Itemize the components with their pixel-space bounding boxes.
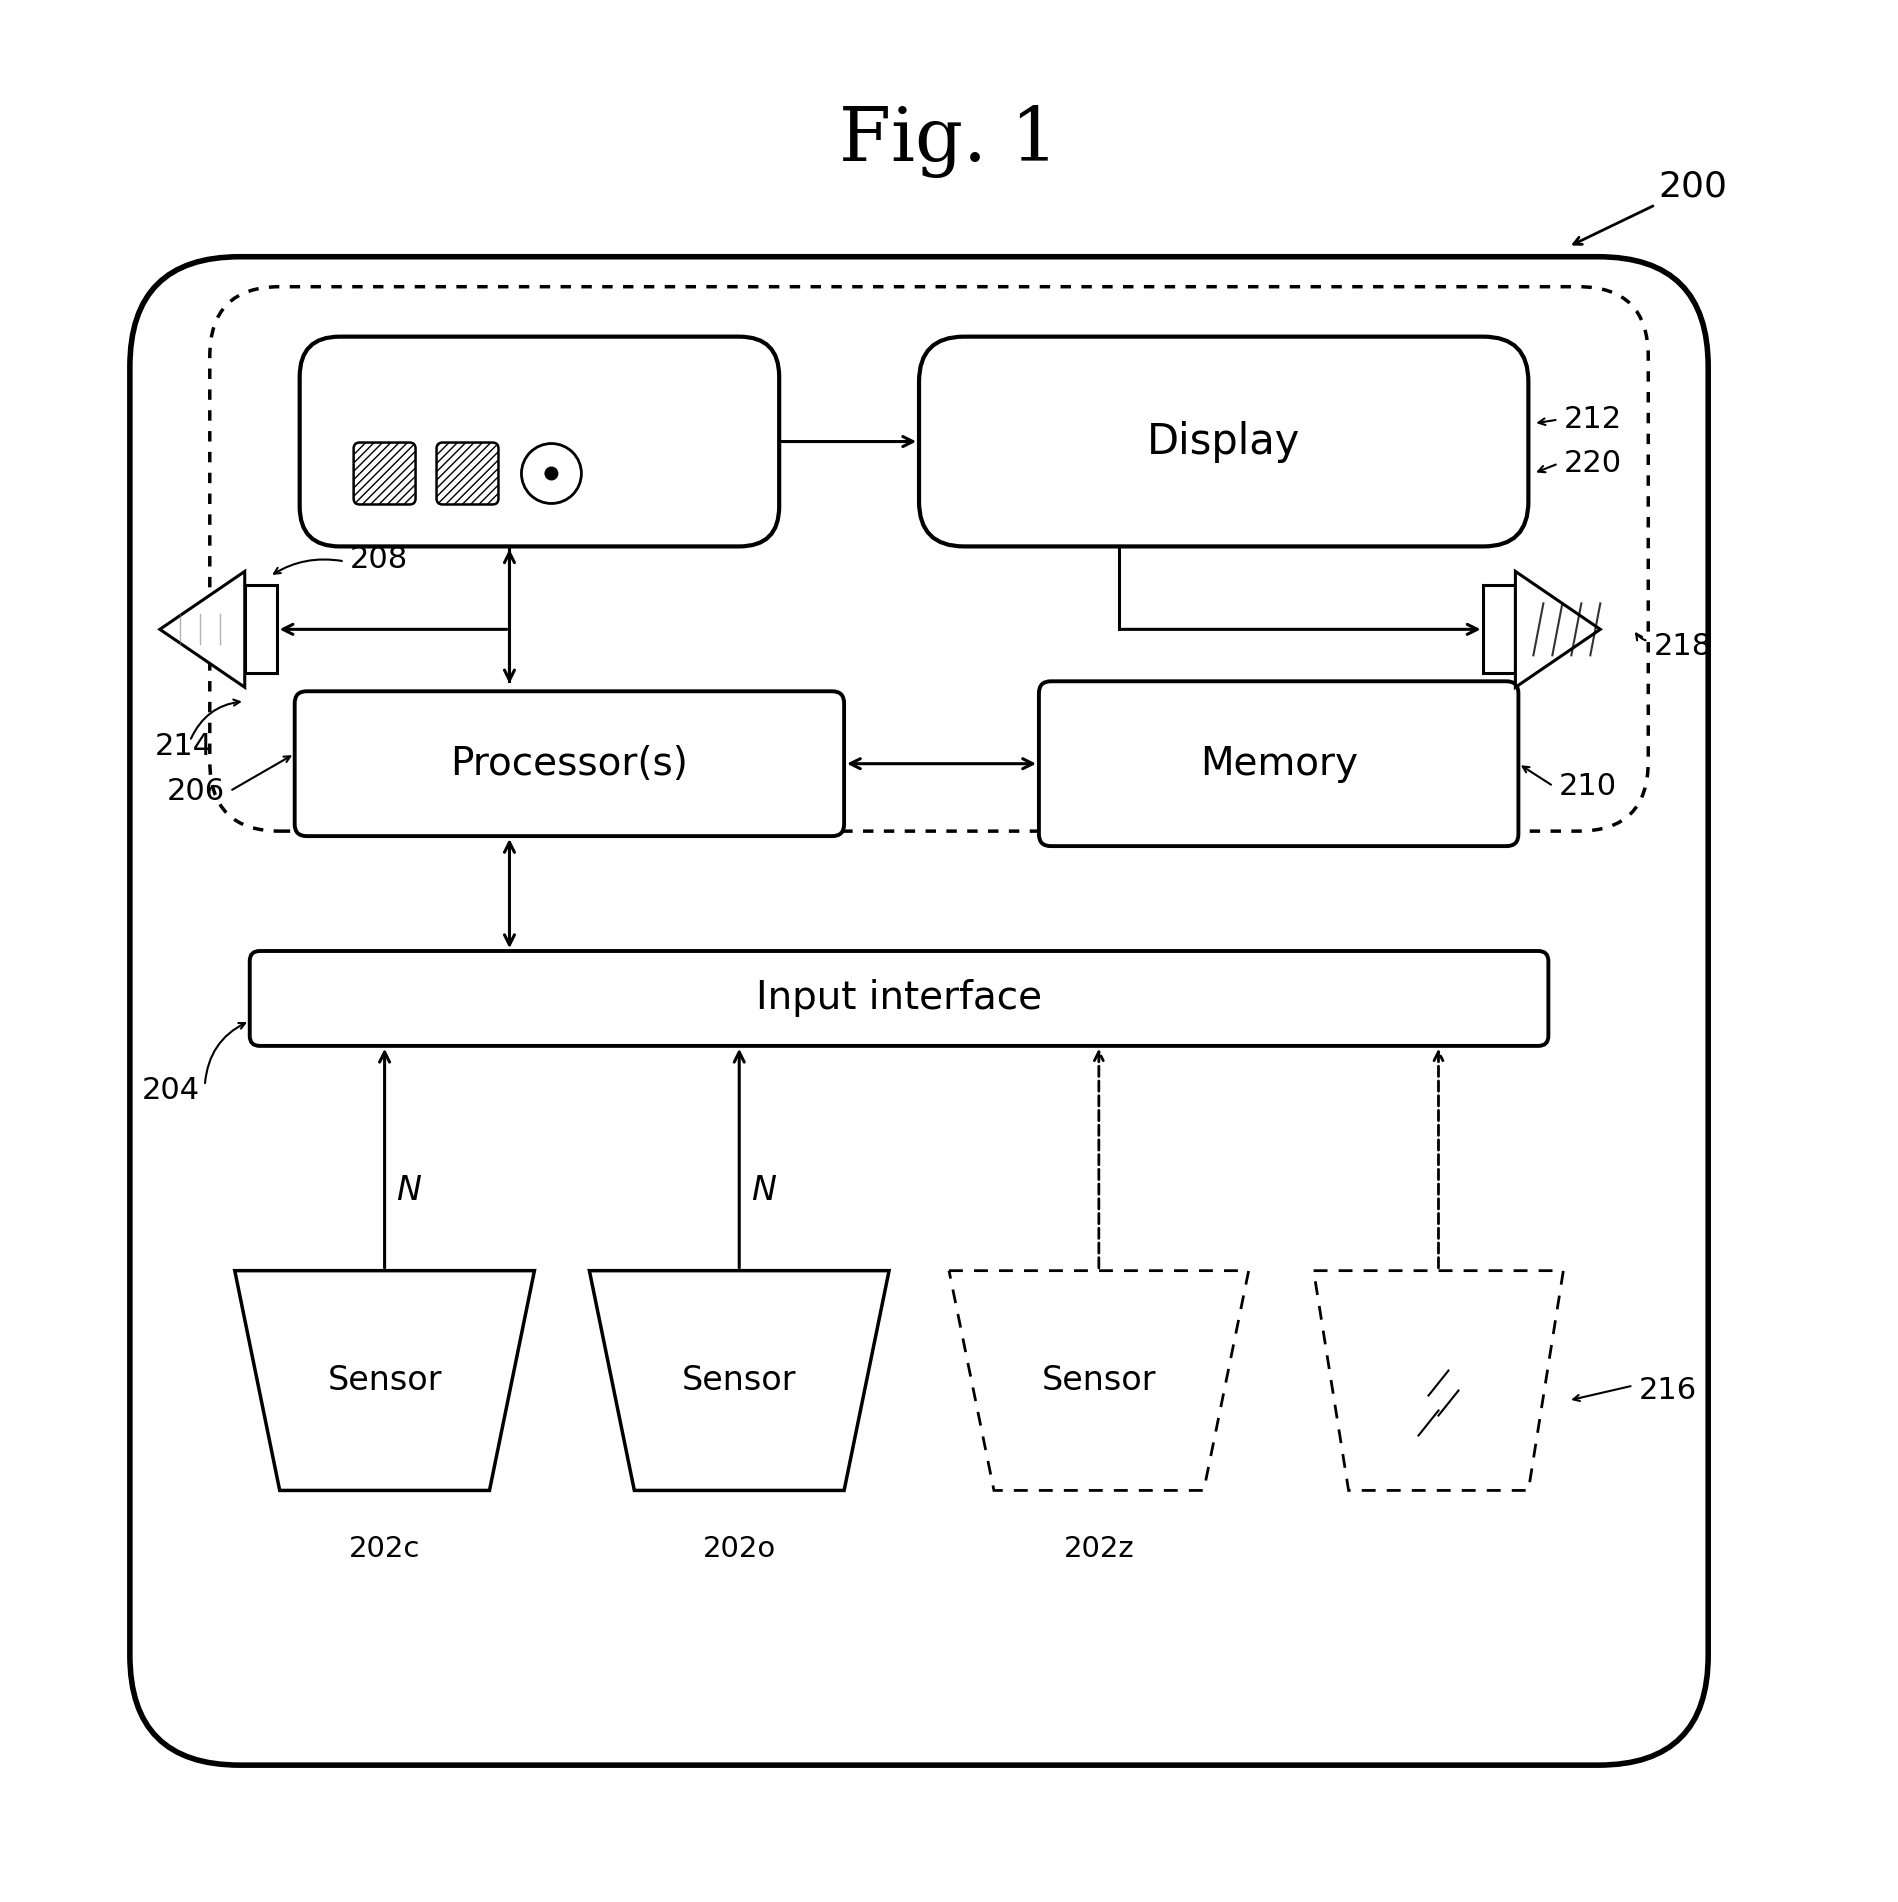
Text: Processor(s): Processor(s): [450, 746, 689, 784]
Polygon shape: [159, 571, 245, 687]
FancyBboxPatch shape: [353, 443, 416, 504]
Text: 216: 216: [1638, 1375, 1697, 1406]
FancyBboxPatch shape: [919, 337, 1528, 546]
Circle shape: [545, 466, 558, 481]
Text: Fig. 1: Fig. 1: [839, 105, 1059, 179]
Text: Memory: Memory: [1200, 746, 1357, 784]
Text: 210: 210: [1558, 772, 1617, 801]
FancyBboxPatch shape: [294, 690, 845, 837]
FancyBboxPatch shape: [251, 951, 1549, 1046]
Text: 200: 200: [1573, 169, 1727, 243]
Polygon shape: [949, 1271, 1249, 1491]
Polygon shape: [1313, 1271, 1564, 1491]
Polygon shape: [1515, 571, 1600, 687]
FancyBboxPatch shape: [211, 287, 1647, 831]
Text: N: N: [397, 1174, 421, 1208]
Bar: [245, 586, 277, 673]
Text: 214: 214: [156, 732, 213, 761]
Text: Sensor: Sensor: [1042, 1364, 1156, 1398]
Text: Sensor: Sensor: [326, 1364, 442, 1398]
Text: 218: 218: [1653, 631, 1712, 660]
Text: Input interface: Input interface: [755, 980, 1042, 1018]
Text: 220: 220: [1564, 449, 1621, 477]
FancyBboxPatch shape: [300, 337, 780, 546]
Text: 202c: 202c: [349, 1535, 419, 1563]
Polygon shape: [590, 1271, 888, 1491]
Text: 204: 204: [142, 1077, 199, 1105]
FancyBboxPatch shape: [129, 257, 1708, 1765]
Text: 206: 206: [167, 776, 224, 806]
Text: Display: Display: [1146, 420, 1300, 462]
Polygon shape: [235, 1271, 535, 1491]
Text: N: N: [752, 1174, 776, 1208]
Text: 208: 208: [349, 544, 408, 574]
Text: Sensor: Sensor: [681, 1364, 797, 1398]
Bar: [1484, 586, 1515, 673]
Text: 212: 212: [1564, 405, 1621, 434]
Text: 202o: 202o: [702, 1535, 776, 1563]
Text: 202z: 202z: [1063, 1535, 1135, 1563]
FancyBboxPatch shape: [1038, 681, 1518, 846]
FancyBboxPatch shape: [437, 443, 499, 504]
